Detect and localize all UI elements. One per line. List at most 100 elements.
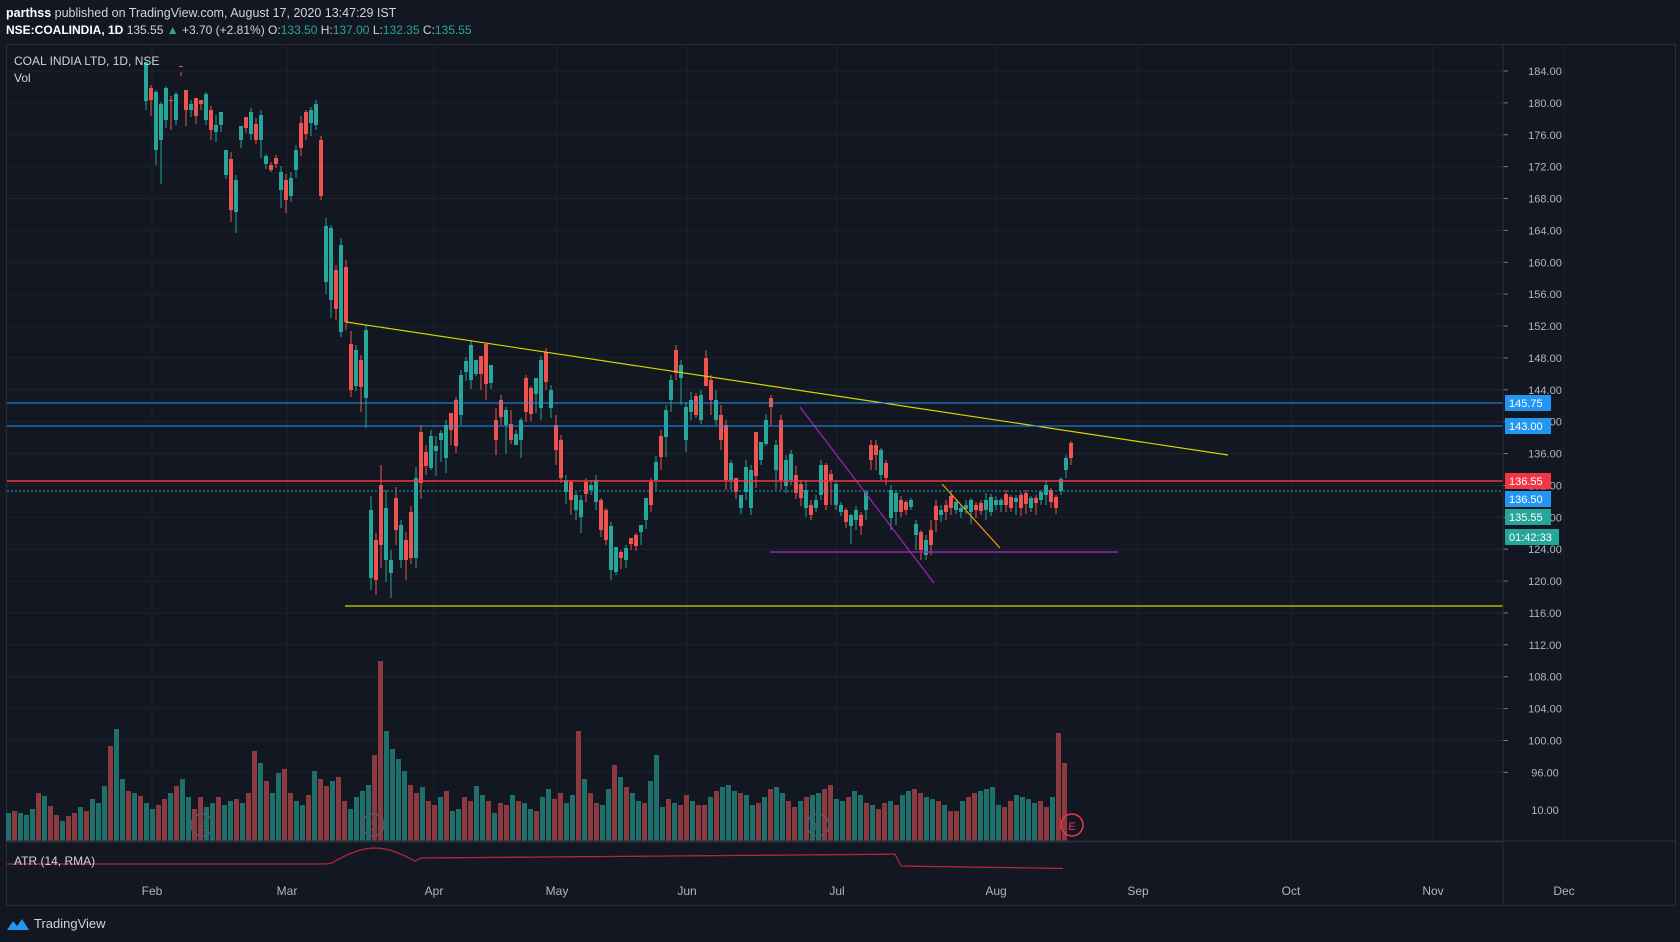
candle-body: [754, 432, 758, 476]
candle-body: [219, 112, 223, 125]
candle-body: [314, 104, 318, 125]
volume-bar: [942, 805, 947, 841]
candle-body: [234, 180, 238, 212]
volume-bar: [120, 779, 125, 841]
event-marker-icon: [806, 813, 830, 837]
volume-bar: [156, 805, 161, 841]
candle-body: [334, 270, 338, 309]
candle-body: [324, 226, 328, 282]
chart-frame[interactable]: [6, 44, 1676, 906]
volume-bar: [720, 787, 725, 841]
candle-body: [719, 415, 723, 440]
volume-bar: [474, 786, 479, 841]
symbol-label[interactable]: NSE:COALINDIA, 1D: [6, 23, 124, 37]
candle-body: [249, 112, 253, 134]
volume-bar: [336, 777, 341, 841]
volume-bar: [768, 789, 773, 841]
volume-bar: [666, 799, 671, 841]
candle-body: [469, 345, 473, 380]
candle-body: [449, 413, 453, 430]
atr-legend[interactable]: ATR (14, RMA): [14, 854, 96, 868]
tradingview-footer[interactable]: TradingView: [6, 912, 106, 934]
volume-bar: [96, 803, 101, 841]
volume-bar: [108, 746, 113, 841]
candle-body: [514, 434, 518, 445]
candle-body: [589, 485, 593, 490]
volume-legend[interactable]: Vol: [14, 71, 31, 85]
volume-bar: [1044, 807, 1049, 841]
candle-body: [189, 104, 193, 110]
price-label-text: 136.55: [1509, 476, 1543, 488]
candle-body: [574, 495, 578, 510]
candle-body: [1069, 443, 1073, 458]
time-tick-label: Mar: [277, 884, 298, 898]
time-tick-label: May: [546, 884, 569, 898]
open-value: 133.50: [280, 23, 318, 37]
volume-bar: [450, 811, 455, 841]
candle-body: [269, 165, 273, 170]
volume-bar: [228, 801, 233, 841]
candle-body: [309, 110, 313, 123]
candle-body: [279, 172, 283, 190]
candle-body: [404, 540, 408, 560]
candle-body: [504, 410, 508, 425]
candle-body: [804, 490, 808, 508]
volume-bar: [216, 797, 221, 841]
candle-body: [834, 484, 838, 505]
candle-body: [824, 465, 828, 505]
candle-body: [829, 474, 833, 480]
volume-bar: [432, 805, 437, 841]
volume-bar: [1032, 803, 1037, 841]
volume-bar: [978, 791, 983, 841]
candle-body: [439, 433, 443, 440]
event-marker-icon: [1060, 813, 1084, 837]
candle-body: [489, 365, 493, 383]
candle-body: [164, 88, 168, 120]
candle-body: [954, 502, 958, 510]
candle-body: [179, 66, 183, 67]
time-tick-label: Aug: [985, 884, 1006, 898]
candle-body: [649, 482, 653, 505]
price-axis: 184.00 180.00 176.00 172.00 168.00 164.00 160.…: [1502, 44, 1562, 906]
price-label-text: 135.55: [1509, 512, 1543, 524]
price-tick-label: 124.00: [1528, 544, 1562, 556]
volume-bar: [492, 813, 497, 841]
volume-bar: [174, 786, 179, 841]
volume-bar: [240, 803, 245, 841]
author-name[interactable]: parthss: [6, 6, 52, 20]
price-tick-label: 136.00: [1528, 449, 1562, 461]
volume-bar: [390, 749, 395, 841]
volume-bar: [732, 791, 737, 841]
volume-bar: [816, 793, 821, 841]
volume-bar: [834, 799, 839, 841]
candle-body: [729, 463, 733, 480]
low-value: 132.35: [382, 23, 420, 37]
volume-bar: [1026, 799, 1031, 841]
volume-bar: [372, 755, 377, 841]
volume-bar: [594, 803, 599, 841]
event-marker-label: E: [814, 821, 821, 833]
symbol-legend[interactable]: COAL INDIA LTD, 1D, NSE: [14, 54, 160, 68]
candle-body: [224, 150, 228, 175]
candle-body: [1039, 492, 1043, 500]
volume-bar: [846, 797, 851, 841]
volume-bar: [876, 809, 881, 841]
volume-bar: [180, 779, 185, 841]
price-tick-label: 116.00: [1529, 608, 1562, 620]
volume-bar: [1050, 797, 1055, 841]
volume-bar: [138, 796, 143, 841]
candle-body: [909, 500, 913, 507]
volume-bar: [222, 805, 227, 841]
volume-bar: [258, 763, 263, 841]
price-tick-label: 144.00: [1528, 385, 1562, 397]
candle-body: [989, 497, 993, 512]
candle-body: [964, 505, 968, 509]
volume-bar: [954, 811, 959, 841]
candle-body: [869, 445, 873, 460]
change-arrow-icon: ▲: [166, 23, 179, 37]
price-label-badge: [1505, 491, 1551, 507]
volume-bar: [282, 769, 287, 841]
candle-body: [394, 498, 398, 530]
volume-bar: [786, 801, 791, 841]
